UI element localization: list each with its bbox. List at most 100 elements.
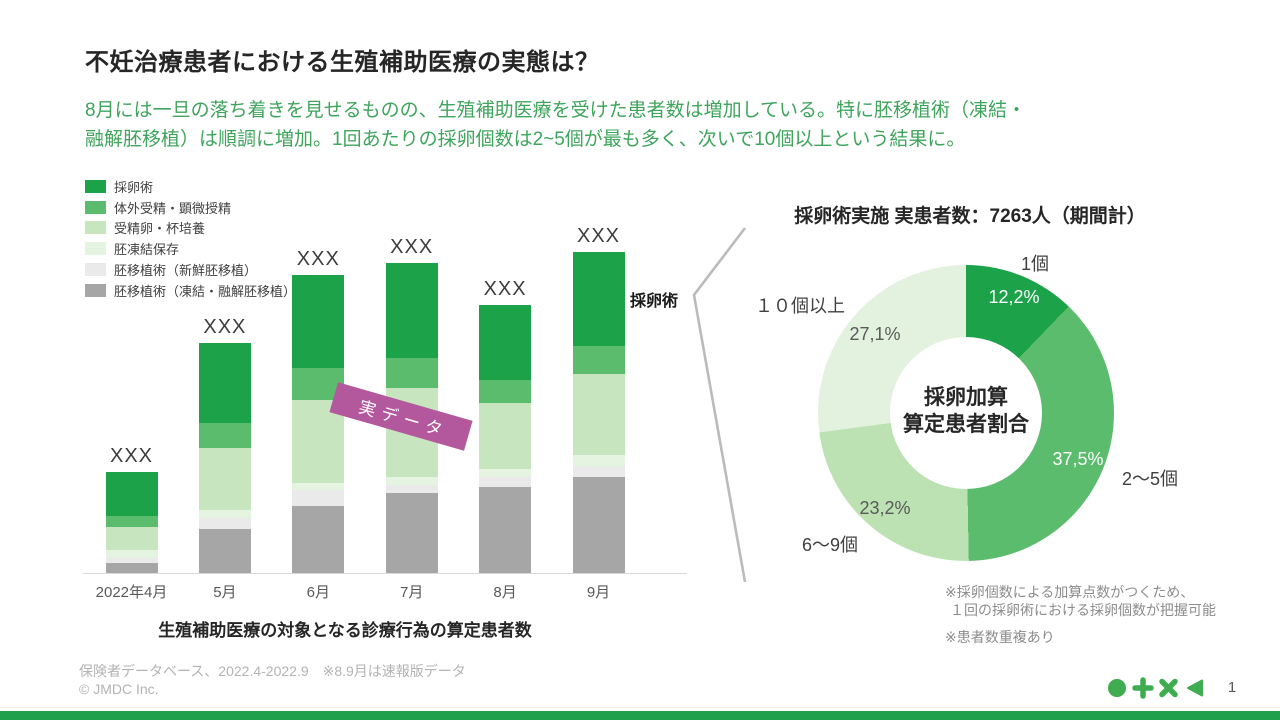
note-line-1: ※採卵個数による加算点数がつくため、 bbox=[945, 584, 1195, 600]
bar-segment bbox=[105, 516, 158, 527]
legend-item: 採卵術 bbox=[85, 176, 296, 197]
bar-value-label: XXX bbox=[390, 236, 434, 258]
bar-8月 bbox=[479, 305, 532, 573]
bar-9月 bbox=[572, 252, 625, 573]
bar-segment bbox=[572, 374, 625, 455]
circle-icon bbox=[1108, 679, 1126, 697]
subtitle-line-1: 8月には一旦の落ち着きを見せるものの、生殖補助医療を受けた患者数は増加している。… bbox=[85, 100, 1026, 121]
legend-swatch-icon bbox=[85, 283, 106, 297]
subtitle-line-2: 融解胚移植）は順調に増加。1回あたりの採卵個数は2~5個が最も多く、次いで10個… bbox=[85, 129, 966, 150]
footer-logo-icons bbox=[1108, 677, 1203, 699]
donut-label-1: 1個 bbox=[1020, 254, 1049, 274]
x-tick-label: 7月 bbox=[400, 584, 424, 601]
legend-item: 体外受精・顕微授精 bbox=[85, 197, 296, 218]
bar-segment bbox=[572, 252, 625, 346]
bar-segment bbox=[479, 380, 532, 403]
note-line-2: １回の採卵術における採卵個数が把握可能 bbox=[950, 602, 1216, 618]
bar-2022年4月 bbox=[105, 472, 158, 573]
x-tick-label: 6月 bbox=[306, 584, 330, 601]
legend-label: 体外受精・顕微授精 bbox=[114, 200, 232, 216]
donut-pct-6-9: 23,2% bbox=[859, 498, 911, 518]
donut-pct-10plus: 27,1% bbox=[849, 324, 901, 344]
source-note: 保険者データベース、2022.4-2022.9 ※8.9月は速報版データ bbox=[79, 663, 466, 679]
bar-segment bbox=[572, 467, 625, 477]
donut-title: 採卵術実施 実患者数：7263人（期間計） bbox=[794, 206, 1146, 227]
legend-swatch-icon bbox=[85, 221, 106, 235]
bar-segment bbox=[105, 563, 158, 573]
bar-segment bbox=[479, 469, 532, 477]
bar-value-label: XXX bbox=[483, 278, 527, 300]
bar-segment bbox=[292, 490, 345, 506]
subtitle: 8月には一旦の落ち着きを見せるものの、生殖補助医療を受けた患者数は増加している。… bbox=[85, 96, 1026, 154]
bar-segment bbox=[385, 485, 438, 493]
bar-chart-legend: 採卵術体外受精・顕微授精 受精卵・杯培養 胚凍結保存胚移植術（新鮮胚移植） 胚移植術（… bbox=[85, 176, 296, 301]
bar-segment bbox=[479, 403, 532, 469]
legend-swatch-icon bbox=[85, 179, 106, 193]
donut-center-label: 採卵加算 算定患者割合 bbox=[886, 384, 1046, 438]
donut-label-10plus: １０個以上 bbox=[755, 296, 845, 316]
legend-item: 胚移植術（新鮮胚移植） bbox=[85, 259, 296, 280]
bottom-accent-bar bbox=[0, 711, 1280, 720]
connector-bracket-icon bbox=[692, 227, 747, 583]
x-axis-line bbox=[83, 573, 687, 574]
x-tick-label: 5月 bbox=[213, 584, 237, 601]
legend-item: 受精卵・杯培養 bbox=[85, 218, 296, 239]
legend-label: 胚移植術（凍結・融解胚移植） bbox=[114, 283, 297, 299]
legend-label: 受精卵・杯培養 bbox=[114, 221, 206, 237]
bar-segment bbox=[198, 510, 251, 518]
bar-segment bbox=[105, 527, 158, 550]
plus-icon bbox=[1132, 677, 1154, 699]
triangle-left-icon bbox=[1187, 679, 1203, 697]
donut-hole bbox=[890, 337, 1042, 489]
copyright: © JMDC Inc. bbox=[79, 681, 159, 697]
donut-center-line-1: 採卵加算 bbox=[924, 386, 1008, 409]
bar-segment bbox=[572, 455, 625, 467]
legend-swatch-icon bbox=[85, 242, 106, 256]
bar-segment bbox=[385, 477, 438, 485]
donut-pct-1: 12,2% bbox=[988, 287, 1040, 307]
bar-segment bbox=[105, 558, 158, 563]
bar-value-label: XXX bbox=[109, 445, 154, 467]
x-tick-label: 8月 bbox=[493, 584, 517, 601]
bar-value-label: XXX bbox=[576, 225, 621, 247]
donut-chart bbox=[818, 265, 1114, 561]
donut-pct-2-5: 37,5% bbox=[1052, 449, 1104, 469]
bottom-divider bbox=[0, 707, 1280, 708]
donut-notes: ※採卵個数による加算点数がつくため、 １回の採卵術における採卵個数が把握可能 ※… bbox=[945, 583, 1216, 646]
bar-segment bbox=[198, 423, 251, 448]
x-icon bbox=[1159, 678, 1178, 698]
bar-segment bbox=[105, 550, 158, 558]
bar-segment bbox=[479, 477, 532, 487]
bar-segment bbox=[198, 343, 251, 423]
donut-label-6-9: 6～9個 bbox=[801, 535, 859, 555]
legend-label: 胚凍結保存 bbox=[114, 242, 180, 258]
donut-center-line-2: 算定患者割合 bbox=[903, 413, 1029, 436]
bar-segment bbox=[198, 448, 251, 510]
bar-segment bbox=[198, 529, 251, 573]
bar-series-annotation: 採卵術 bbox=[630, 293, 679, 310]
donut-label-2-5: 2～5個 bbox=[1121, 469, 1179, 489]
bar-segment bbox=[198, 518, 251, 529]
page-title: 不妊治療患者における生殖補助医療の実態は？ bbox=[85, 49, 600, 76]
legend-label: 採卵術 bbox=[114, 179, 154, 195]
bar-segment bbox=[572, 346, 625, 374]
bar-5月 bbox=[198, 343, 251, 573]
legend-swatch-icon bbox=[85, 200, 106, 214]
bar-segment bbox=[292, 483, 345, 490]
legend-item: 胚凍結保存 bbox=[85, 238, 296, 259]
legend-item: 胚移植術（凍結・融解胚移植） bbox=[85, 280, 296, 301]
bar-6月 bbox=[292, 275, 345, 573]
bar-chart-title: 生殖補助医療の対象となる診療行為の算定患者数 bbox=[158, 621, 532, 640]
bar-segment bbox=[105, 472, 158, 516]
legend-label: 胚移植術（新鮮胚移植） bbox=[114, 263, 258, 279]
bar-segment bbox=[385, 263, 438, 358]
legend-swatch-icon bbox=[85, 263, 106, 277]
bar-segment bbox=[479, 487, 532, 573]
note-line-3: ※患者数重複あり bbox=[945, 629, 1055, 645]
bar-segment bbox=[292, 275, 345, 368]
page-number: 1 bbox=[1227, 679, 1237, 696]
bar-7月 bbox=[385, 263, 438, 573]
x-tick-label: 9月 bbox=[586, 584, 611, 601]
bar-segment bbox=[479, 305, 532, 380]
